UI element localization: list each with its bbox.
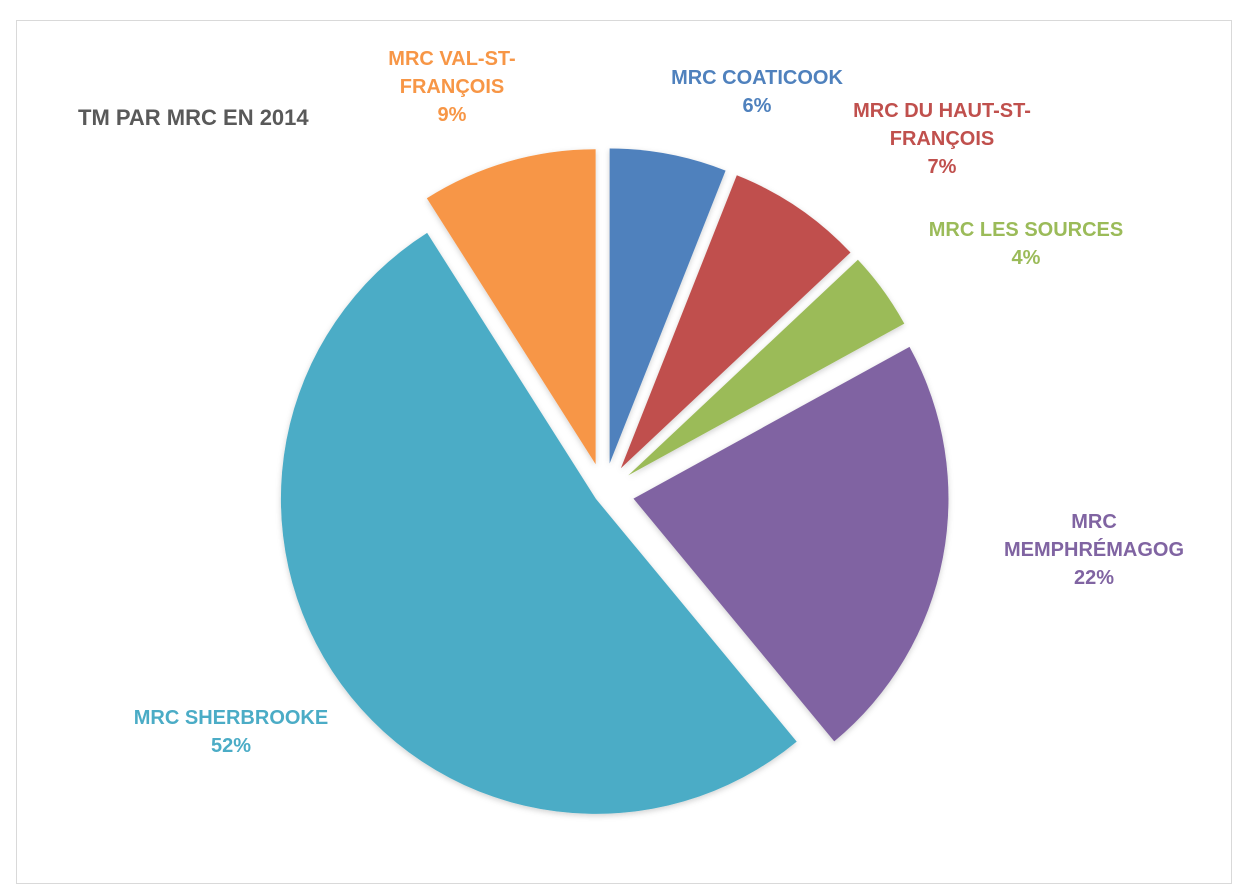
slice-label-mrc-val-st-francois: MRC VAL-ST- FRANÇOIS 9% — [388, 48, 515, 126]
slice-label-line: 4% — [1012, 247, 1041, 269]
slice-label-mrc-coaticook: MRC COATICOOK 6% — [671, 67, 843, 117]
pie-slice-mrc-val-st-francois — [426, 149, 596, 465]
chart-title: TM PAR MRC EN 2014 — [78, 105, 309, 130]
slice-label-line: 7% — [928, 156, 957, 178]
slice-label-line: FRANÇOIS — [400, 76, 504, 98]
pie-labels: MRC COATICOOK 6% MRC DU HAUT-ST- FRANÇOIS 7%… — [134, 48, 1184, 757]
slice-label-line: MRC LES SOURCES — [929, 219, 1123, 241]
slice-label-line: 9% — [438, 104, 467, 126]
slice-label-line: MRC COATICOOK — [671, 67, 843, 89]
pie-slice-mrc-sherbrooke — [280, 232, 797, 814]
slice-label-line: FRANÇOIS — [890, 128, 994, 150]
slice-label-line: MEMPHRÉMAGOG — [1004, 538, 1184, 561]
pie-slice-mrc-les-sources — [628, 259, 905, 476]
slice-label-mrc-memphremagog: MRC MEMPHRÉMAGOG 22% — [1004, 511, 1184, 589]
slice-label-line: 22% — [1074, 567, 1114, 589]
pie-slices — [280, 148, 949, 814]
slice-label-mrc-du-haut-st-francois: MRC DU HAUT-ST- FRANÇOIS 7% — [853, 100, 1031, 178]
slice-label-line: MRC DU HAUT-ST- — [853, 100, 1031, 122]
pie-slice-mrc-coaticook — [609, 148, 726, 464]
pie-slice-mrc-memphremagog — [633, 346, 949, 742]
slice-label-line: 6% — [743, 95, 772, 117]
slice-label-line: 52% — [211, 735, 251, 757]
slice-label-line: MRC SHERBROOKE — [134, 707, 328, 729]
slice-label-mrc-les-sources: MRC LES SOURCES 4% — [929, 219, 1123, 269]
slice-label-line: MRC — [1071, 511, 1117, 533]
pie-slice-mrc-du-haut-st-francois — [620, 175, 851, 469]
slice-label-mrc-sherbrooke: MRC SHERBROOKE 52% — [134, 707, 328, 757]
slice-label-line: MRC VAL-ST- — [388, 48, 515, 70]
